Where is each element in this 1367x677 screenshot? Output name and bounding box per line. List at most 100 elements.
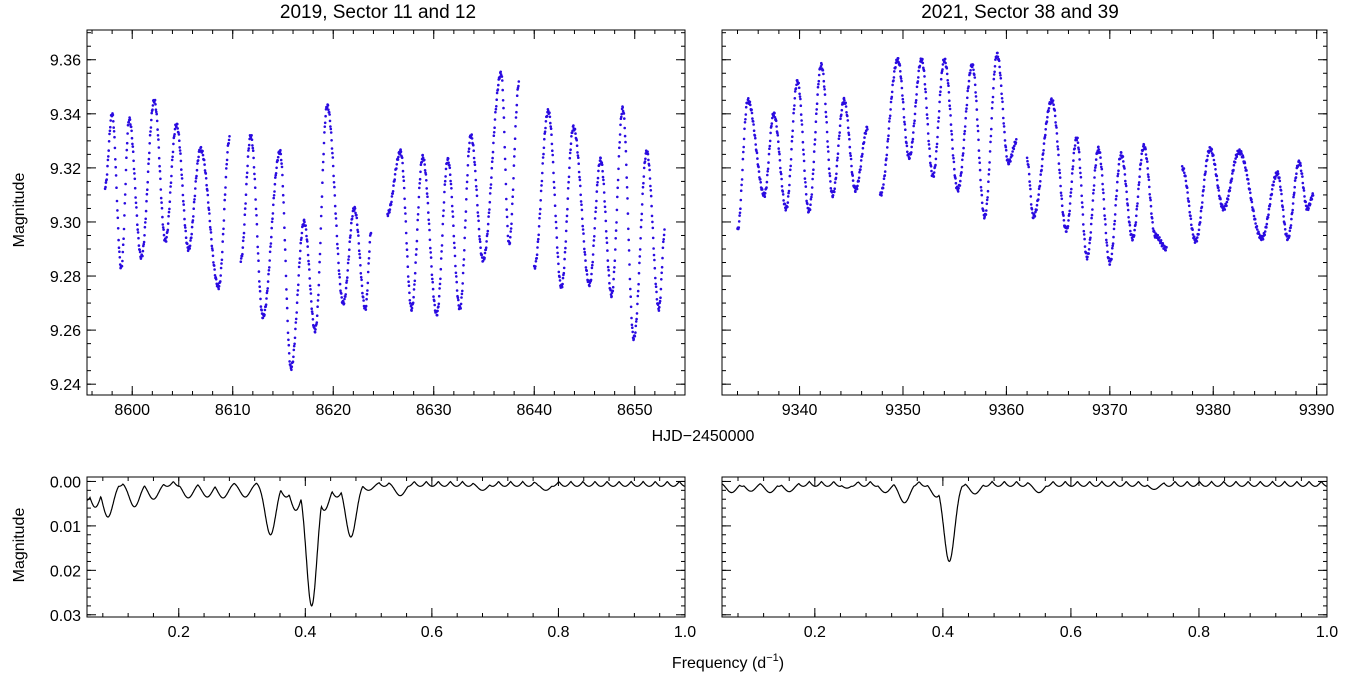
light-curve-2021-data-point xyxy=(881,186,885,190)
light-curve-2019-data-point xyxy=(354,211,357,215)
light-curve-2019-data-point xyxy=(281,184,285,188)
light-curve-2019-data-point xyxy=(217,284,221,288)
light-curve-2021-data-point xyxy=(1075,138,1078,142)
light-curve-2019-data-point xyxy=(618,141,621,144)
light-curve-2019-data-point xyxy=(423,169,427,172)
light-curve-2021-data-point xyxy=(1137,181,1141,184)
light-curve-2019-data-point xyxy=(180,173,183,177)
light-curve-2019-data-point xyxy=(612,277,615,281)
light-curve-2019-data-point xyxy=(265,297,268,300)
light-curve-2021-data-point xyxy=(1212,154,1215,157)
light-curve-2019-data-point xyxy=(242,231,246,235)
light-curve-2019-data-point xyxy=(560,285,564,289)
light-curve-2019-data-point xyxy=(368,240,372,244)
light-curve-2021-data-point xyxy=(1253,217,1257,221)
light-curve-2019-data-point xyxy=(114,165,117,169)
light-curve-2021-data-point xyxy=(939,90,942,93)
spectrum-2021-x-tick-label: 1.0 xyxy=(1316,624,1338,641)
light-curve-2019-data-point xyxy=(269,242,273,245)
light-curve-2019-data-point xyxy=(651,226,655,230)
light-curve-2019-data-point xyxy=(145,192,149,196)
light-curve-2019-y-tick-label: 9.26 xyxy=(50,323,81,340)
light-curve-2021-data-point xyxy=(1087,252,1090,255)
light-curve-2019-data-point xyxy=(505,208,509,211)
light-curve-2019-points xyxy=(103,70,666,372)
light-curve-2019-data-point xyxy=(652,247,655,250)
light-curve-2019-data-point xyxy=(549,125,552,128)
light-curve-2019-data-point xyxy=(427,222,431,226)
light-curve-2021-data-point xyxy=(1104,223,1107,226)
light-curve-2021-data-point xyxy=(826,140,829,143)
light-curve-2021-data-point xyxy=(996,55,1000,59)
light-curve-2021-data-point xyxy=(959,179,962,183)
light-curve-2019-data-point xyxy=(537,233,540,237)
light-curve-2021-data-point xyxy=(1058,168,1061,172)
light-curve-2021-data-point xyxy=(1234,157,1237,160)
light-curve-2019-data-point xyxy=(176,122,179,126)
light-curve-2021-data-point xyxy=(1151,227,1155,230)
light-curve-2019-data-point xyxy=(541,156,545,159)
light-curve-2019-data-point xyxy=(316,299,320,302)
light-curve-2021-data-point xyxy=(962,146,965,150)
light-curve-2019-data-point xyxy=(263,308,267,312)
light-curve-2021-data-point xyxy=(1116,172,1120,176)
light-curve-2021-data-point xyxy=(1263,230,1267,233)
light-curve-2021-data-point xyxy=(889,108,892,111)
light-curve-2019-data-point xyxy=(658,305,661,309)
frequency-x-axis-label: Frequency (d−1) xyxy=(672,652,784,672)
light-curve-2021-data-point xyxy=(998,71,1002,75)
light-curve-2021-data-point xyxy=(763,191,767,195)
light-curve-2021-data-point xyxy=(835,164,839,168)
light-curve-2019-data-point xyxy=(478,235,481,238)
light-curve-2019-data-point xyxy=(555,236,559,239)
light-curve-2021-data-point xyxy=(971,63,975,67)
light-curve-2021-data-point xyxy=(992,73,996,76)
light-curve-2019-data-point xyxy=(474,185,478,188)
light-curve-2021-data-point xyxy=(800,123,804,126)
light-curve-2021-data-point xyxy=(1028,180,1031,183)
light-curve-2021-data-point xyxy=(999,74,1002,77)
light-curve-2019-data-point xyxy=(417,206,420,209)
light-curve-2019-data-point xyxy=(241,239,245,243)
light-curve-2019-data-point xyxy=(323,125,327,128)
light-curve-2021-data-point xyxy=(1042,142,1046,145)
light-curve-2021-data-point xyxy=(1105,244,1109,247)
light-curve-2019-data-point xyxy=(660,265,664,269)
light-curve-2019-data-point xyxy=(105,173,109,176)
light-curve-2019-data-point xyxy=(395,167,398,170)
light-curve-2021-data-point xyxy=(781,193,785,196)
light-curve-2021-data-point xyxy=(857,179,860,183)
light-curve-2019-data-point xyxy=(487,211,491,214)
light-curve-2019-data-point xyxy=(196,162,199,165)
light-curve-2019-data-point xyxy=(117,246,121,249)
light-curve-2019-data-point xyxy=(650,214,654,218)
spectrum-2019-x-tick-label: 0.8 xyxy=(547,624,569,641)
light-curve-2019-x-tick-label: 8630 xyxy=(416,402,452,419)
light-curve-2019-data-point xyxy=(534,260,538,263)
light-curve-2021-data-point xyxy=(975,108,979,111)
light-curve-2019-data-point xyxy=(582,232,585,235)
light-curve-2021-data-point xyxy=(833,190,836,194)
light-curve-2021-data-point xyxy=(1205,158,1209,162)
light-curve-2019-data-point xyxy=(304,228,308,231)
light-curve-2019-data-point xyxy=(533,267,537,270)
light-curve-2019-data-point xyxy=(318,260,321,264)
light-curve-2021-data-point xyxy=(1108,263,1112,266)
light-curve-2021-data-point xyxy=(900,86,904,90)
light-curve-2021-data-point xyxy=(1101,182,1104,186)
light-curve-2019-data-point xyxy=(475,194,479,198)
light-curve-2021-data-point xyxy=(1071,167,1074,171)
light-curve-2021-data-point xyxy=(861,146,865,150)
light-curve-2019-data-point xyxy=(184,226,187,229)
light-curve-2019-data-point xyxy=(450,187,453,190)
light-curve-2019-data-point xyxy=(413,271,417,275)
light-curve-2021-data-point xyxy=(1268,203,1272,206)
light-curve-2019-data-point xyxy=(268,250,272,254)
light-curve-2021-data-point xyxy=(1102,207,1106,210)
light-curve-2019-data-point xyxy=(443,190,446,194)
light-curve-2021-data-point xyxy=(1082,233,1086,236)
light-curve-2019-data-point xyxy=(580,203,583,206)
light-curve-2019-data-point xyxy=(449,182,453,186)
light-curve-2019-data-point xyxy=(435,313,439,317)
light-curve-2019-data-point xyxy=(625,163,628,167)
